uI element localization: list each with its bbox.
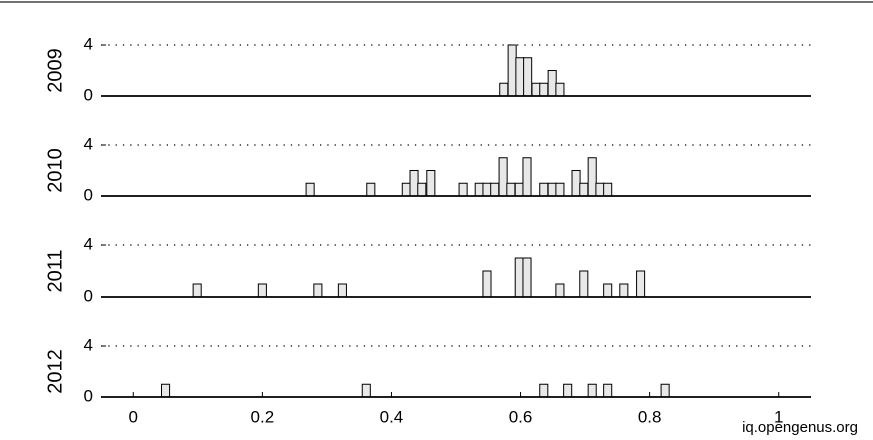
- bar: [482, 182, 492, 197]
- x-tick-label: 0.8: [638, 407, 662, 426]
- bar: [563, 383, 573, 398]
- watermark: iq.opengenus.org: [742, 419, 858, 436]
- bar: [305, 182, 315, 197]
- bar: [458, 182, 468, 197]
- bar: [522, 157, 532, 197]
- bar: [547, 70, 557, 97]
- bar: [506, 182, 516, 197]
- bar: [401, 182, 411, 197]
- bar: [490, 182, 500, 197]
- bar: [571, 170, 581, 197]
- bar: [555, 283, 565, 298]
- bar: [603, 283, 613, 298]
- bar: [161, 383, 171, 398]
- bar: [587, 157, 597, 197]
- bar: [539, 383, 549, 398]
- y-axis-label: 2011: [44, 249, 66, 292]
- x-tick-label: 0.6: [509, 407, 533, 426]
- bar: [192, 283, 202, 298]
- bar: [539, 82, 549, 97]
- bar: [660, 383, 670, 398]
- bar: [426, 170, 436, 197]
- y-tick-label: 0: [84, 386, 93, 405]
- bar: [409, 170, 419, 197]
- bar: [515, 57, 525, 97]
- bar: [579, 182, 589, 197]
- bar: [539, 182, 549, 197]
- bar: [603, 182, 613, 197]
- bar: [337, 283, 347, 298]
- y-axis-label: 2009: [44, 48, 66, 93]
- bar: [257, 283, 267, 298]
- bar: [417, 182, 427, 197]
- bar: [498, 157, 508, 197]
- bar: [619, 283, 629, 298]
- bar: [522, 257, 532, 298]
- bar: [555, 82, 565, 97]
- y-axis-label: 2012: [44, 349, 66, 394]
- bar: [579, 270, 589, 298]
- bar: [595, 182, 605, 197]
- bar: [499, 82, 509, 97]
- y-tick-label: 4: [84, 234, 93, 253]
- bar: [531, 82, 541, 97]
- bar: [603, 383, 613, 398]
- bar: [313, 283, 323, 298]
- bar: [555, 182, 565, 197]
- bar: [636, 270, 646, 298]
- y-tick-label: 4: [84, 34, 93, 53]
- y-tick-label: 4: [84, 134, 93, 153]
- bar: [514, 182, 524, 197]
- y-tick-label: 4: [84, 335, 93, 354]
- x-tick-label: 0.2: [251, 407, 275, 426]
- x-tick-label: 0: [129, 407, 138, 426]
- bar: [361, 383, 371, 398]
- bar: [587, 383, 597, 398]
- x-tick-label: 0.4: [380, 407, 404, 426]
- bar: [523, 57, 533, 97]
- y-tick-label: 0: [84, 185, 93, 204]
- bar: [474, 182, 484, 197]
- bar: [366, 182, 376, 197]
- bar: [482, 270, 492, 298]
- x-tick-label: 1: [774, 407, 783, 426]
- y-axis-label: 2010: [44, 148, 66, 193]
- bar: [514, 257, 524, 298]
- bar: [507, 44, 517, 97]
- bar: [547, 182, 557, 197]
- y-tick-label: 0: [84, 85, 93, 104]
- y-tick-label: 0: [84, 286, 93, 305]
